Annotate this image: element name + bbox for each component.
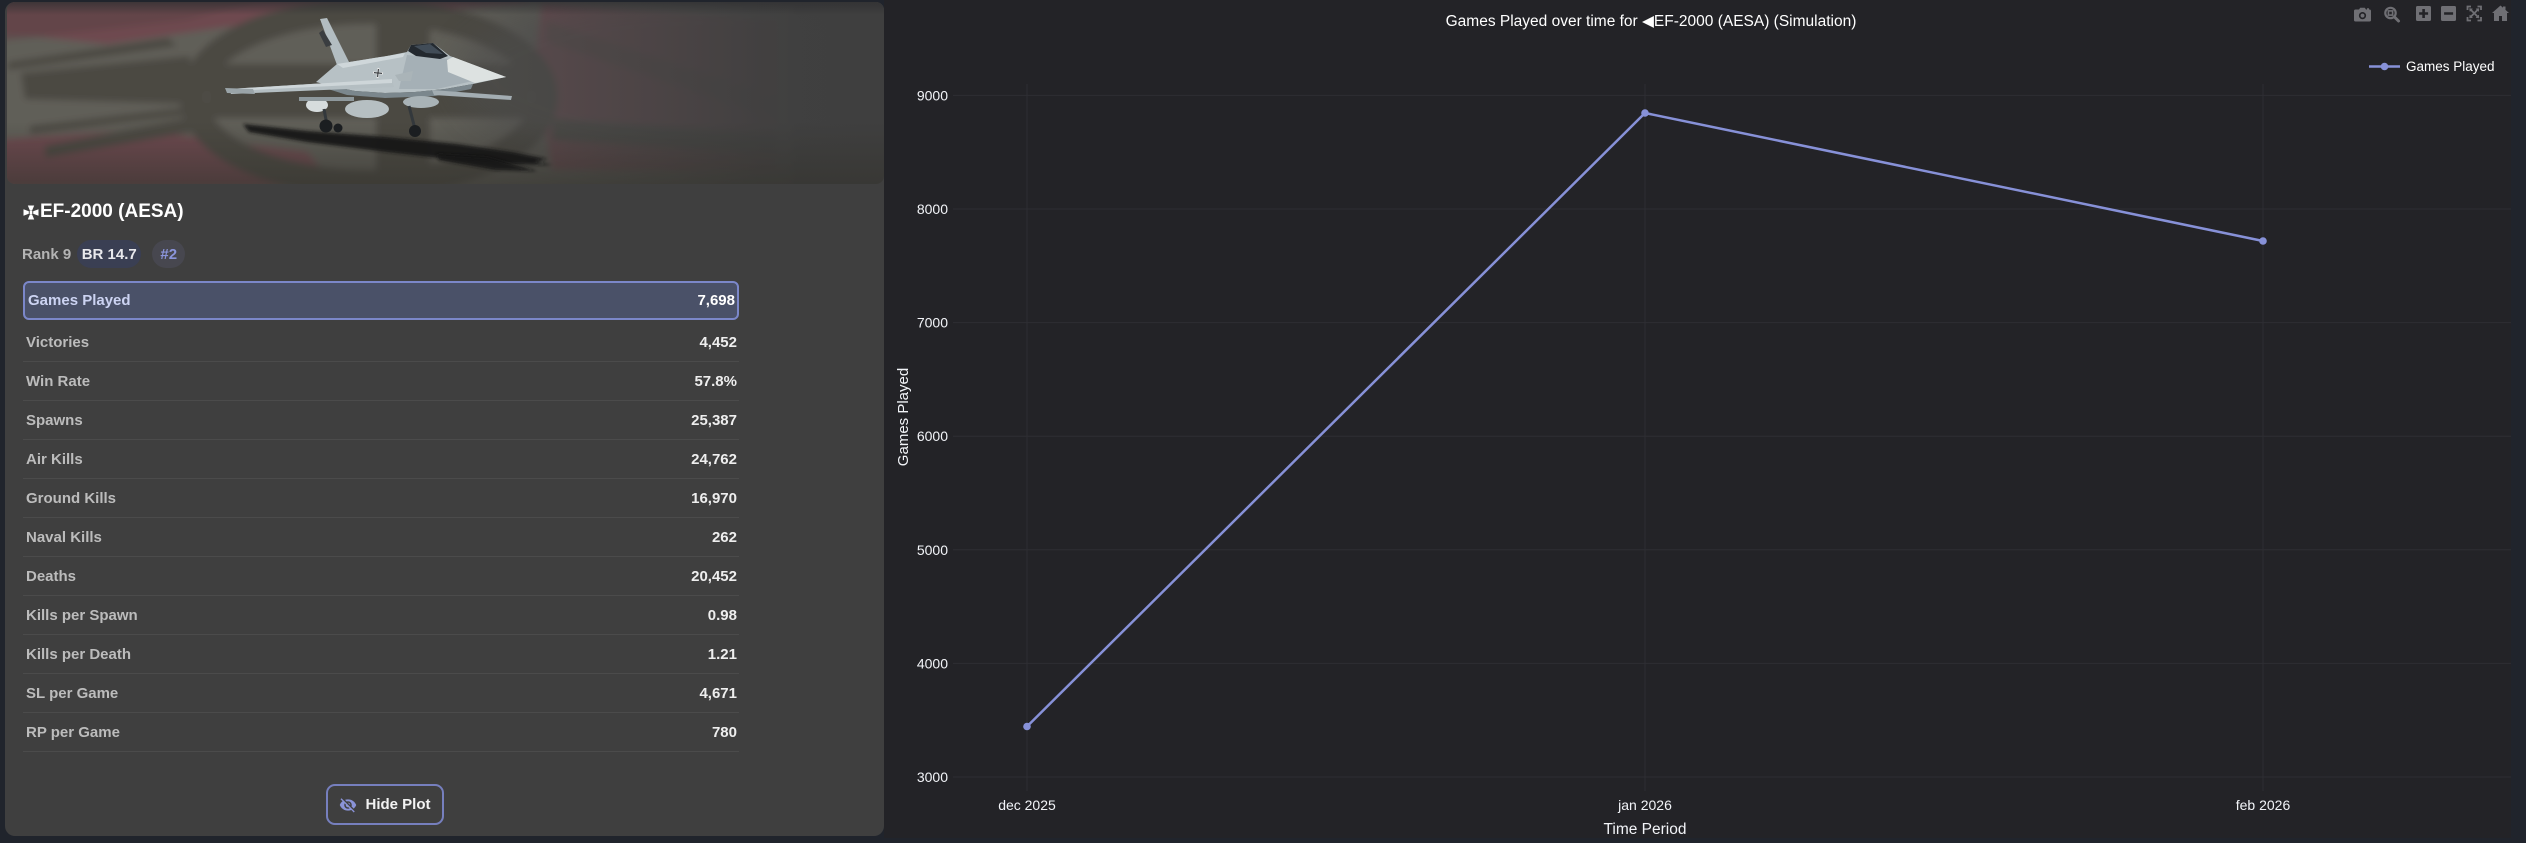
svg-text:6000: 6000 <box>917 428 948 444</box>
svg-text:4000: 4000 <box>917 655 948 671</box>
svg-text:8000: 8000 <box>917 201 948 217</box>
svg-text:7000: 7000 <box>917 315 948 331</box>
svg-text:9000: 9000 <box>917 87 948 103</box>
svg-text:Games Played: Games Played <box>2406 59 2495 74</box>
svg-text:jan 2026: jan 2026 <box>1617 797 1672 813</box>
svg-text:5000: 5000 <box>917 542 948 558</box>
svg-text:Games Played over time for ◀EF: Games Played over time for ◀EF-2000 (AES… <box>1446 13 1857 30</box>
svg-text:Games Played: Games Played <box>895 368 912 466</box>
svg-text:feb 2026: feb 2026 <box>2236 797 2291 813</box>
svg-text:3000: 3000 <box>917 769 948 785</box>
svg-text:dec 2025: dec 2025 <box>998 797 1056 813</box>
svg-text:Time Period: Time Period <box>1604 821 1687 838</box>
